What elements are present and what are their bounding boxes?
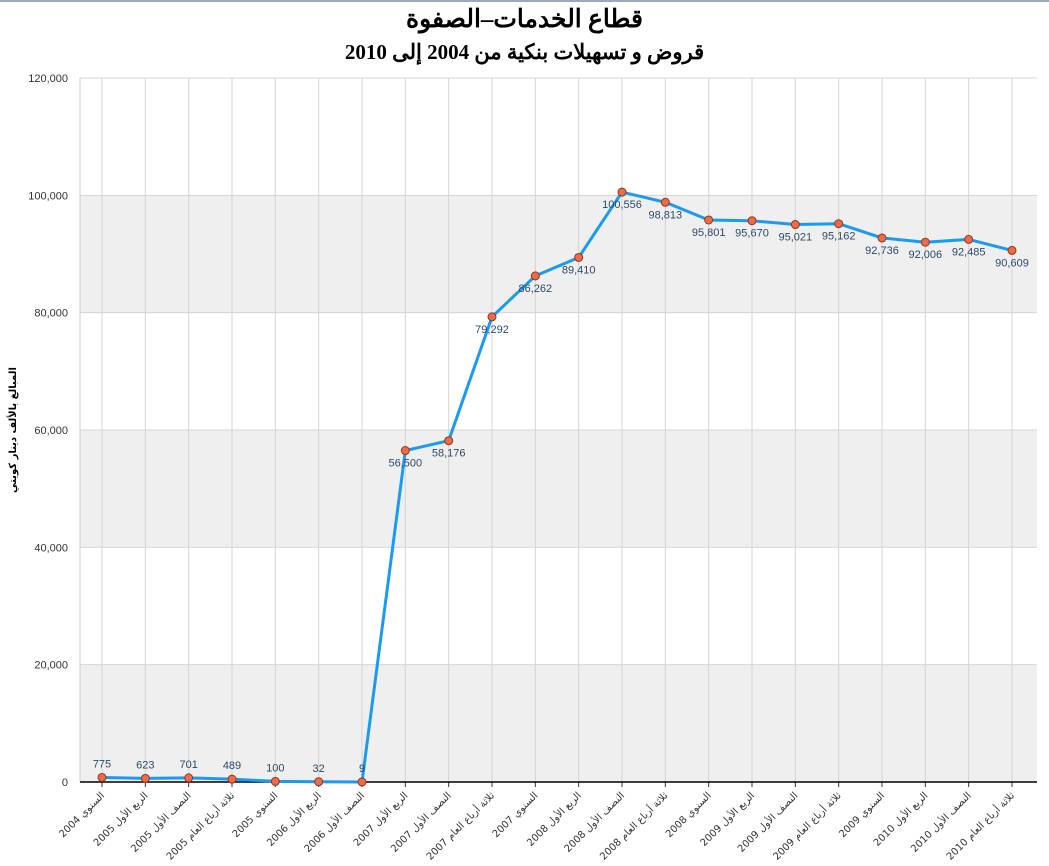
data-label: 775 (93, 758, 111, 770)
data-point (617, 187, 627, 197)
data-label: 701 (179, 759, 197, 771)
chart-title: قطاع الخدمات–الصفوة (405, 6, 643, 33)
x-tick-label: ثلاثة أرباع العام 2005 (163, 789, 237, 863)
grid-band (80, 430, 1037, 548)
y-tick-label: 0 (62, 777, 68, 789)
data-label: 58,176 (432, 448, 466, 460)
data-label: 92,006 (909, 249, 943, 261)
y-tick-label: 20,000 (34, 660, 68, 672)
data-point (877, 233, 887, 243)
data-label: 56,500 (389, 458, 423, 470)
data-point (920, 237, 930, 247)
data-label: 86,262 (519, 283, 553, 295)
data-point (184, 773, 194, 783)
data-point (1007, 245, 1017, 255)
data-point (747, 216, 757, 226)
data-point (227, 774, 237, 784)
data-label: 32 (313, 763, 325, 775)
data-point (704, 215, 714, 225)
data-point (487, 312, 497, 322)
data-label: 489 (223, 760, 241, 772)
y-tick-label: 60,000 (34, 425, 68, 437)
data-label: 95,021 (779, 232, 813, 244)
y-axis-label: المبالغ بالألف دينار كويتي (6, 367, 19, 493)
x-tick-label: ثلاثة أرباع العام 2007 (423, 789, 497, 863)
data-label: 95,162 (822, 231, 856, 243)
data-point (97, 772, 107, 782)
y-tick-label: 120,000 (28, 73, 68, 85)
y-tick-label: 40,000 (34, 542, 68, 554)
data-label: 100 (266, 762, 284, 774)
data-label: 79,292 (475, 324, 509, 336)
data-label: 95,801 (692, 227, 726, 239)
data-point (400, 446, 410, 456)
series-line (101, 190, 1013, 784)
data-point (660, 197, 670, 207)
data-point (357, 777, 367, 787)
y-tick-label: 100,000 (28, 190, 68, 202)
data-label: 95,670 (735, 228, 769, 240)
chart-subtitle: قروض و تسهيلات بنكية من 2004 إلى 2010 (344, 40, 705, 64)
data-point (790, 220, 800, 230)
data-point (270, 776, 280, 786)
x-tick-label: ثلاثة أرباع العام 2010 (943, 789, 1017, 863)
data-label: 92,485 (952, 246, 986, 258)
data-label: 9 (359, 763, 365, 775)
y-tick-label: 80,000 (34, 308, 68, 320)
data-point (530, 271, 540, 281)
data-label: 89,410 (562, 264, 596, 276)
data-label: 623 (136, 759, 154, 771)
x-tick-label: ثلاثة أرباع العام 2008 (597, 789, 671, 863)
data-point (574, 252, 584, 262)
data-point (964, 234, 974, 244)
data-point (140, 773, 150, 783)
data-label: 100,556 (602, 199, 642, 211)
grid-band (80, 664, 1037, 782)
data-label: 90,609 (995, 257, 1029, 269)
data-label: 98,813 (649, 209, 683, 221)
top-border (0, 0, 1049, 2)
data-point (834, 219, 844, 229)
data-point (444, 436, 454, 446)
x-tick-label: ثلاثة أرباع العام 2009 (770, 789, 844, 863)
grid-band (80, 195, 1037, 313)
data-point (314, 777, 324, 787)
data-label: 92,736 (865, 245, 899, 257)
